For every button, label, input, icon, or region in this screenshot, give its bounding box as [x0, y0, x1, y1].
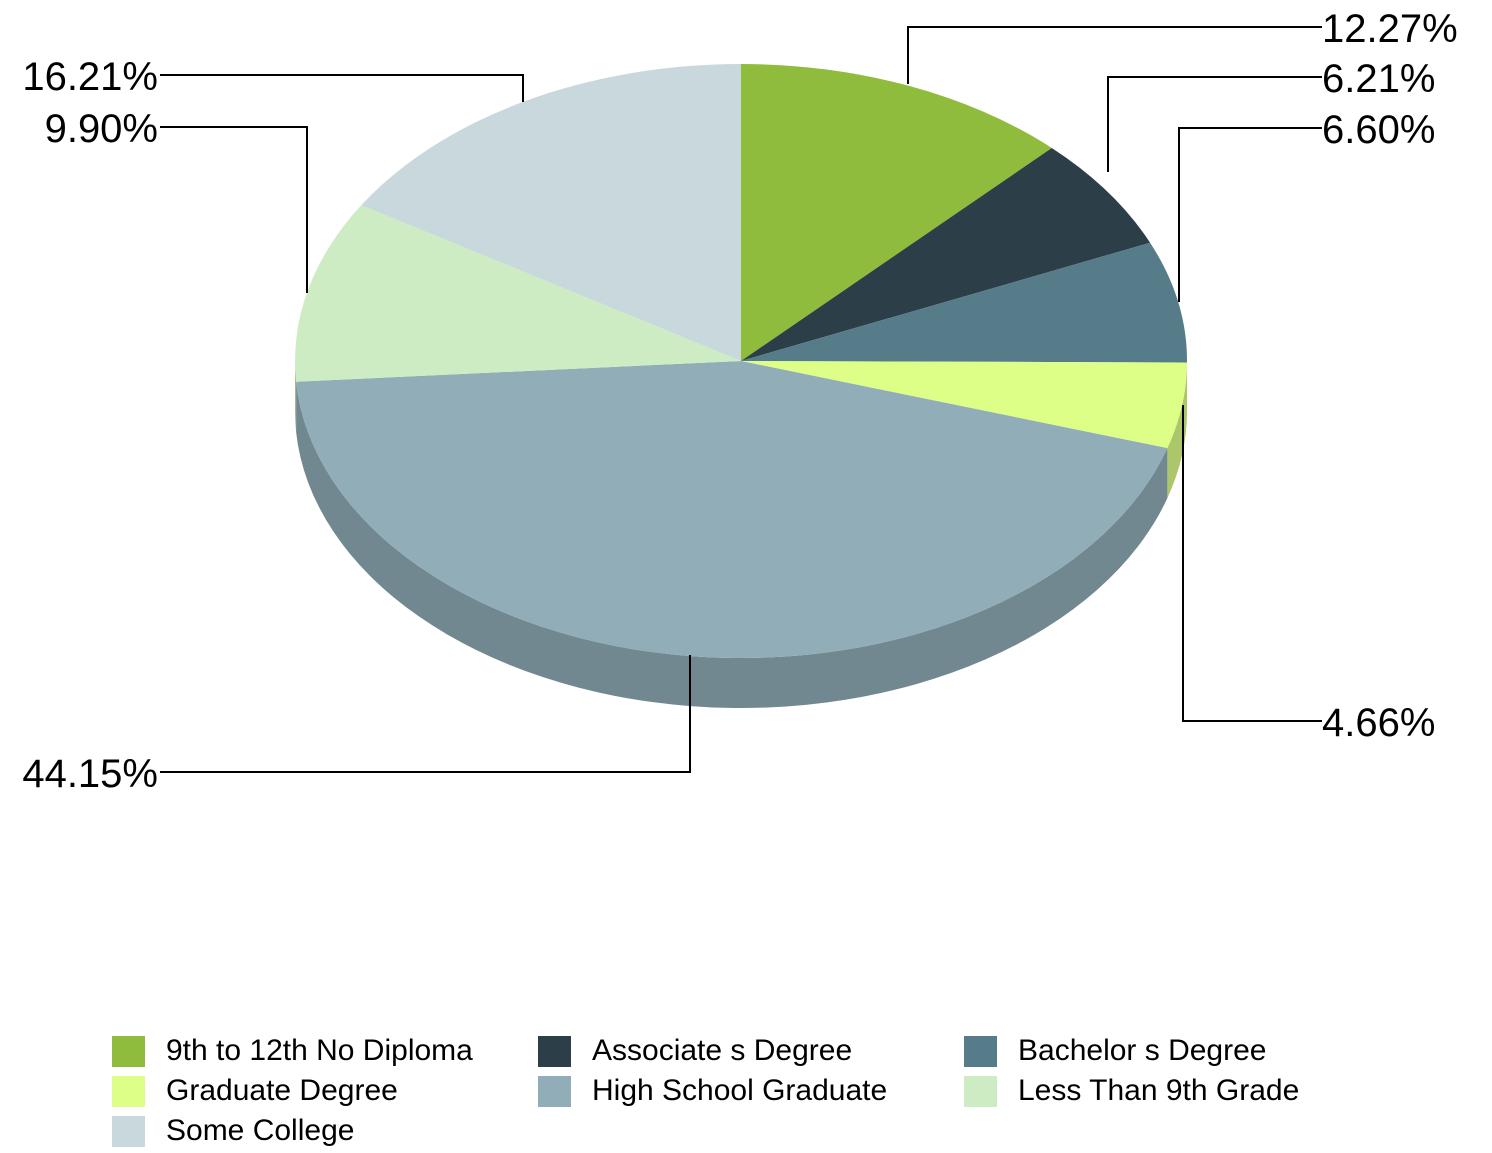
legend-swatch	[112, 1035, 145, 1067]
legend-swatch	[964, 1035, 997, 1067]
legend: 9th to 12th No Diploma Associate s Degre…	[112, 1033, 1412, 1149]
leader-line	[1107, 76, 1322, 172]
leader-line	[907, 26, 1322, 84]
legend-label: High School Graduate	[592, 1074, 888, 1107]
legend-item-less-than-9th: Less Than 9th Grade	[964, 1073, 1390, 1109]
pie-side-walls	[295, 361, 1187, 708]
legend-item-associates: Associate s Degree	[538, 1033, 964, 1069]
pie-slice-9th-to-12th-no-diploma	[741, 64, 1052, 361]
data-labels: 12.27% 6.21% 6.60% 4.66% 44.15% 9.90% 16.21%	[22, 7, 1457, 796]
legend-label: 9th to 12th No Diploma	[166, 1034, 473, 1067]
data-label: 12.27%	[1322, 7, 1458, 51]
leader-line	[1182, 405, 1322, 722]
pie-slices	[295, 64, 1188, 659]
legend-item-bachelors: Bachelor s Degree	[964, 1033, 1390, 1069]
legend-label: Some College	[166, 1114, 355, 1147]
legend-item-graduate: Graduate Degree	[112, 1073, 538, 1109]
legend-swatch	[538, 1075, 571, 1107]
data-label: 44.15%	[22, 752, 158, 796]
pie-slice-associate-s-degree	[741, 147, 1151, 361]
data-label: 9.90%	[45, 107, 158, 151]
leader-line	[160, 74, 524, 102]
pie-slice-less-than-9th-grade	[295, 205, 741, 382]
pie-side-less-than-9th-grade	[295, 361, 297, 432]
pie-slice-some-college	[361, 64, 741, 361]
leader-line	[160, 655, 691, 773]
legend-swatch	[112, 1075, 145, 1107]
legend-item-some-college: Some College	[112, 1113, 538, 1149]
pie-slice-high-school-graduate	[296, 361, 1168, 659]
legend-swatch	[112, 1115, 145, 1147]
leader-line	[160, 126, 308, 293]
data-label: 4.66%	[1322, 701, 1435, 745]
pie-side-graduate-degree	[1167, 362, 1187, 499]
legend-label: Less Than 9th Grade	[1018, 1074, 1300, 1107]
legend-label: Associate s Degree	[592, 1034, 853, 1067]
legend-item-high-school: High School Graduate	[538, 1073, 964, 1109]
data-label: 6.60%	[1322, 108, 1435, 152]
legend-item-9th-to-12th: 9th to 12th No Diploma	[112, 1033, 538, 1069]
legend-swatch	[964, 1075, 997, 1107]
legend-swatch	[538, 1035, 571, 1067]
data-label: 16.21%	[22, 55, 158, 99]
legend-label: Graduate Degree	[166, 1074, 398, 1107]
pie-side-high-school-graduate	[296, 381, 1168, 708]
pie-slice-graduate-degree	[741, 361, 1187, 449]
leader-line	[1178, 127, 1322, 302]
legend-label: Bachelor s Degree	[1018, 1034, 1267, 1067]
pie-slice-bachelor-s-degree	[741, 242, 1188, 363]
data-label: 6.21%	[1322, 57, 1435, 101]
